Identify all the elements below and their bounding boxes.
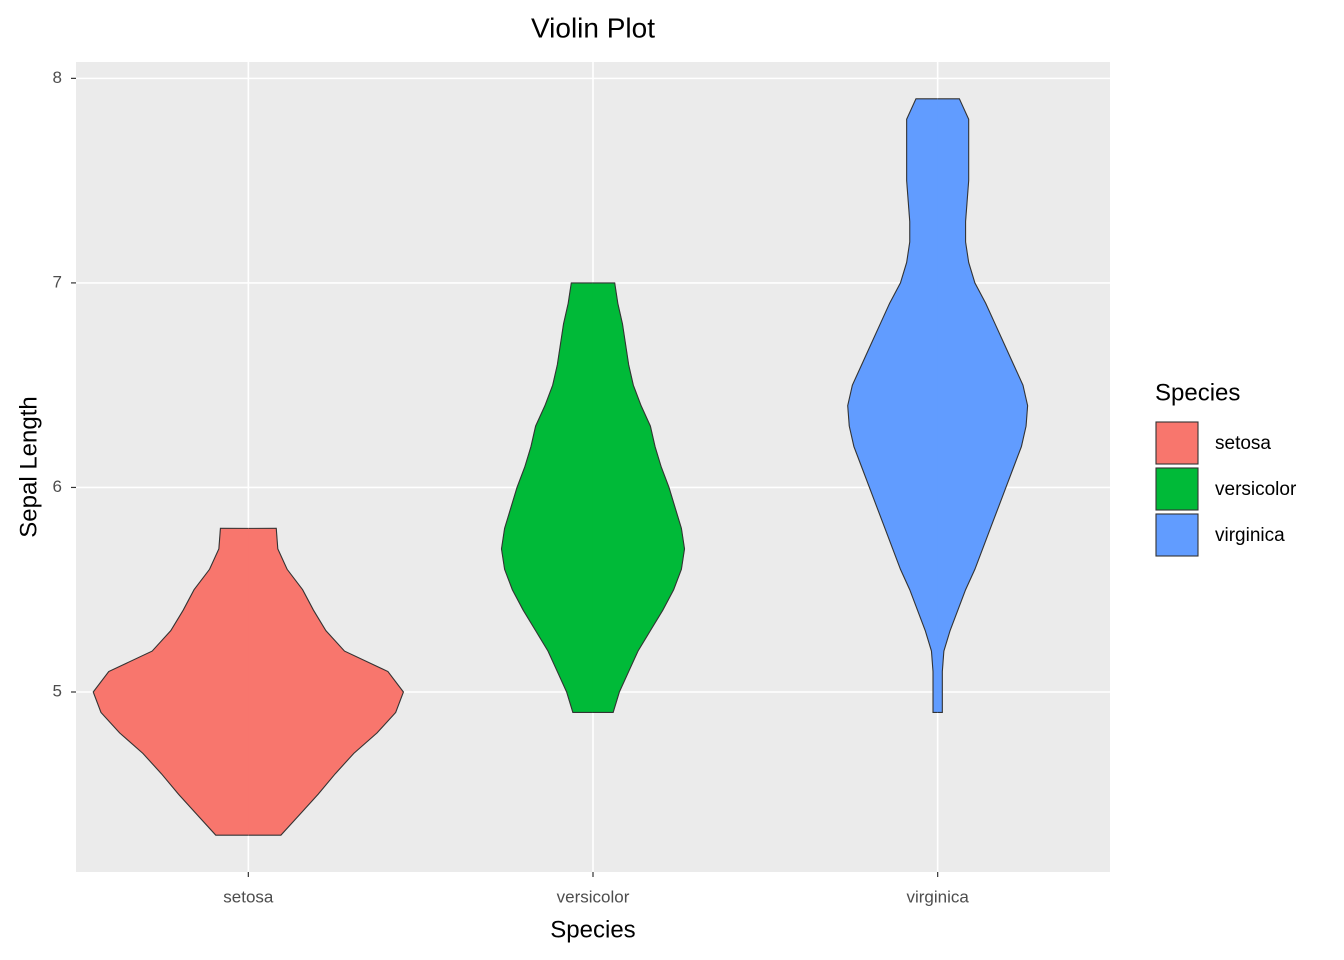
x-tick-label: virginica <box>906 887 969 906</box>
violin-outline <box>847 98 938 714</box>
y-tick-label: 5 <box>53 681 62 700</box>
marks <box>92 98 1029 836</box>
x-tick-label: setosa <box>223 887 274 906</box>
y-tick-label: 7 <box>53 272 62 291</box>
y-tick-label: 8 <box>53 68 62 87</box>
y-tick-label: 6 <box>53 477 62 496</box>
violin-outline <box>592 282 686 714</box>
legend-key <box>1155 421 1199 465</box>
violin-outline <box>248 527 405 836</box>
violin-outline <box>92 527 249 836</box>
legend-key <box>1155 467 1199 511</box>
legend-label: setosa <box>1215 433 1271 454</box>
legend-label: versicolor <box>1215 479 1297 500</box>
legend-title: Species <box>1155 379 1240 406</box>
chart-title: Violin Plot <box>531 12 655 43</box>
x-axis-label: Species <box>550 916 635 943</box>
violin-outline <box>500 282 594 714</box>
legend-label: virginica <box>1215 525 1285 546</box>
violin-outline <box>937 98 1029 714</box>
x-tick-label: versicolor <box>557 887 630 906</box>
y-axis-label: Sepal Length <box>15 396 42 537</box>
legend-key <box>1155 513 1199 557</box>
